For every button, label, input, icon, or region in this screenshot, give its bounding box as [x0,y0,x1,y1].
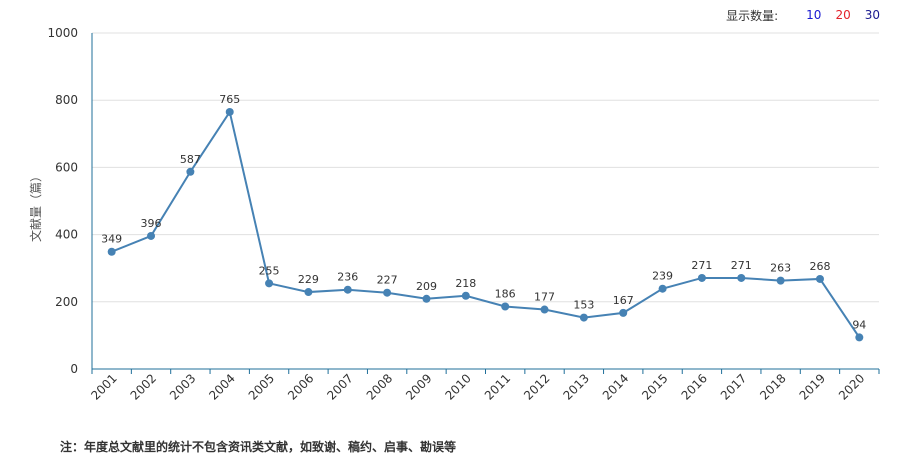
data-point [225,107,234,116]
data-point [501,302,510,311]
x-tick-label: 2020 [836,371,867,402]
x-tick-label: 2014 [600,371,631,402]
y-tick-label: 800 [55,93,78,107]
x-tick-label: 2013 [560,371,591,402]
x-tick-label: 2010 [442,371,473,402]
data-label: 167 [613,294,634,307]
data-point [422,294,431,303]
data-point [579,313,588,322]
data-label: 587 [180,153,201,166]
data-label: 239 [652,270,673,283]
footnote: 注：年度总文献里的统计不包含资讯类文献，如致谢、稿约、启事、勘误等 [60,440,457,454]
data-point [697,273,706,282]
data-point [855,333,864,342]
data-point [304,288,313,297]
y-axis-title: 文献量（篇） [28,170,43,242]
data-label: 177 [534,291,555,304]
x-tick-label: 2009 [403,371,434,402]
data-label: 349 [101,233,122,246]
data-point [107,247,116,256]
data-label: 271 [731,259,752,272]
data-label: 236 [337,271,358,284]
data-point [461,291,470,300]
data-point [147,231,156,240]
x-tick-label: 2005 [246,371,277,402]
x-tick-label: 2019 [797,371,828,402]
y-tick-label: 400 [55,228,78,242]
data-point [815,274,824,283]
data-label: 268 [809,260,830,273]
data-point [619,308,628,317]
data-point [265,279,274,288]
x-tick-label: 2015 [639,371,670,402]
line-chart: 0 200 400 600 800 1000 2001 2002 2003 2004 2005 200… [28,26,880,403]
x-tick-label: 2007 [324,371,355,402]
x-tick-label: 2018 [757,371,788,402]
y-tick-label: 600 [55,160,78,174]
data-label: 218 [455,277,476,290]
display-count-label: 显示数量: [726,8,779,23]
display-count-option-20[interactable]: 20 [835,8,851,22]
display-count-bar: 显示数量: 10 20 30 [726,6,880,24]
x-tick-label: 2008 [364,371,395,402]
y-tick-label: 0 [70,362,78,376]
data-label: 255 [259,264,280,277]
x-tick-label: 2016 [679,371,710,402]
data-point [343,285,352,294]
x-tick-label: 2003 [167,371,198,402]
data-label: 153 [573,299,594,312]
series-line [111,109,861,338]
data-label: 209 [416,280,437,293]
data-point [540,305,549,314]
x-tick-label: 2001 [88,371,119,402]
y-tick-label: 1000 [47,26,78,40]
x-tick-label: 2004 [206,371,237,402]
data-label: 229 [298,273,319,286]
x-tick-label: 2017 [718,371,749,402]
x-tick-label: 2002 [128,371,159,402]
data-point [658,284,667,293]
data-point [737,273,746,282]
data-label: 263 [770,262,791,275]
data-point [383,288,392,297]
data-point [186,167,195,176]
data-label: 765 [219,93,240,106]
data-label: 94 [852,318,866,331]
x-tick-label: 2006 [285,371,316,402]
data-label: 186 [495,288,516,301]
data-label: 271 [691,259,712,272]
data-label: 227 [377,274,398,287]
display-count-option-30[interactable]: 30 [864,8,880,22]
y-tick-label: 200 [55,295,78,309]
data-point [776,276,785,285]
display-count-option-10[interactable]: 10 [806,8,822,22]
x-tick-label: 2012 [521,371,552,402]
data-label: 396 [141,217,162,230]
x-tick-label: 2011 [482,371,513,402]
